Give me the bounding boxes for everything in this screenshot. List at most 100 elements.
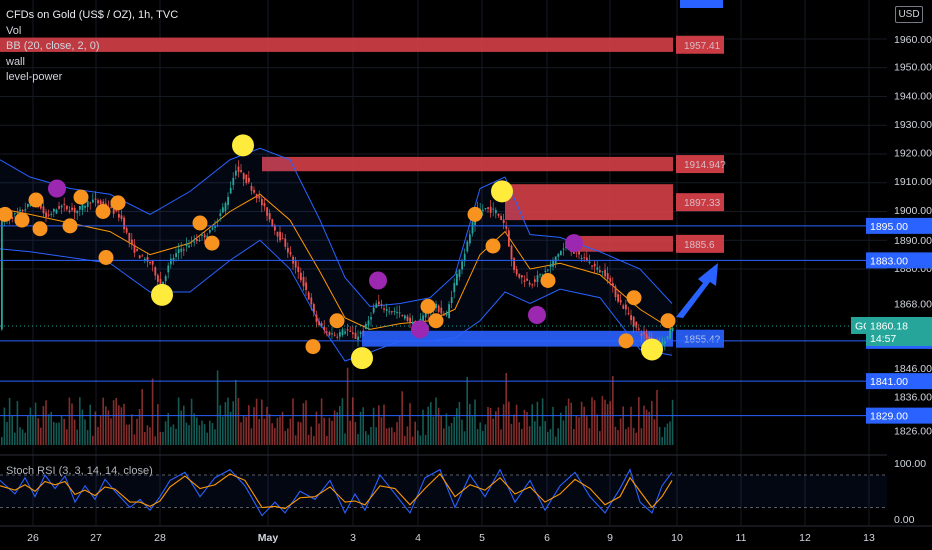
volume-bar bbox=[411, 436, 414, 445]
volume-bar bbox=[94, 411, 97, 445]
volume-bar bbox=[183, 405, 185, 445]
candle-body bbox=[362, 330, 365, 332]
candle-body bbox=[661, 339, 664, 346]
volume-bar bbox=[471, 416, 474, 445]
volume-bar bbox=[279, 416, 281, 445]
volume-bar bbox=[391, 427, 393, 445]
candle-body bbox=[513, 258, 515, 270]
candle-body bbox=[523, 280, 526, 282]
pivot-marker-orange bbox=[192, 215, 208, 231]
candle-body bbox=[632, 316, 635, 327]
candle-body bbox=[539, 274, 541, 276]
volume-bar bbox=[450, 423, 453, 445]
volume-bar bbox=[84, 419, 86, 445]
volume-bar bbox=[583, 406, 585, 445]
volume-bar bbox=[578, 417, 580, 445]
zone-label-box bbox=[676, 193, 724, 212]
volume-bar bbox=[547, 431, 549, 445]
candle-body bbox=[159, 279, 162, 286]
currency-badge[interactable]: USD bbox=[895, 6, 923, 23]
candle-body bbox=[547, 269, 549, 271]
volume-bar bbox=[50, 412, 52, 445]
volume-bar bbox=[284, 430, 286, 445]
candle-body bbox=[261, 198, 263, 206]
indicator-vol[interactable]: Vol bbox=[6, 24, 22, 37]
price-zones: 1957.41 1914.94? 1897.33 1885.6 1855.4? bbox=[0, 0, 726, 348]
candle-body bbox=[19, 209, 21, 212]
volume-bar bbox=[224, 402, 227, 445]
volume-bar bbox=[365, 431, 367, 445]
candle-body bbox=[354, 332, 357, 339]
candle-body bbox=[76, 210, 79, 214]
candle-body bbox=[79, 206, 81, 210]
volume-bar bbox=[362, 407, 364, 445]
candle-body bbox=[593, 263, 596, 267]
volume-bar bbox=[97, 427, 99, 445]
time-axis[interactable]: 26 27 28 May 3 4 5 6 9 10 11 12 13 bbox=[0, 525, 932, 544]
volume-bar bbox=[281, 411, 284, 445]
candle-body bbox=[645, 334, 648, 339]
volume-bar bbox=[541, 398, 544, 445]
candle-body bbox=[170, 258, 172, 265]
volume-bar bbox=[203, 424, 206, 445]
volume-bar bbox=[523, 409, 526, 445]
symbol-title[interactable]: CFDs on Gold (US$ / OZ), 1h, TVC bbox=[6, 9, 179, 21]
candle-body bbox=[619, 300, 622, 303]
candle-body bbox=[224, 202, 227, 212]
zone-rect bbox=[262, 156, 673, 172]
volume-bar bbox=[385, 428, 388, 445]
candle-body bbox=[419, 318, 422, 322]
volume-bar bbox=[458, 401, 461, 445]
stoch-tick-label: 100.00 bbox=[894, 458, 926, 470]
volume-bar bbox=[339, 406, 341, 445]
time-tick-label: 11 bbox=[736, 532, 747, 544]
candle-body bbox=[510, 245, 513, 260]
volume-bar bbox=[193, 413, 195, 445]
volume-bar bbox=[432, 416, 435, 445]
candle-body bbox=[528, 282, 531, 285]
indicator-bb[interactable]: BB (20, close, 2, 0) bbox=[6, 40, 100, 52]
volume-bar bbox=[448, 426, 450, 445]
candle-body bbox=[287, 247, 289, 253]
candle-body bbox=[214, 226, 216, 228]
price-tick-label: 1920.00 bbox=[894, 148, 932, 160]
volume-bar bbox=[318, 423, 320, 445]
candle-body bbox=[640, 333, 643, 336]
candle-body bbox=[115, 210, 118, 212]
pivot-marker-orange bbox=[485, 238, 501, 254]
candle-body bbox=[365, 323, 367, 330]
zone-rect bbox=[0, 37, 673, 52]
candle-body bbox=[172, 257, 175, 262]
volume-bar bbox=[518, 422, 520, 445]
volume-bar bbox=[110, 418, 112, 445]
bb-upper bbox=[0, 147, 673, 307]
candle-body bbox=[406, 316, 409, 321]
indicator-wall[interactable]: wall bbox=[6, 55, 25, 68]
indicator-level-power[interactable]: level-power bbox=[6, 71, 63, 83]
pivot-marker-yellow bbox=[232, 134, 254, 157]
volume-bar bbox=[612, 376, 614, 445]
volume-bar bbox=[580, 401, 583, 445]
candle-body bbox=[71, 207, 73, 211]
candle-body bbox=[175, 253, 177, 257]
price-tick-label: 1900.00 bbox=[894, 205, 932, 217]
volume-bar bbox=[307, 434, 310, 445]
candle-body bbox=[193, 241, 196, 243]
volume-bar bbox=[253, 407, 255, 445]
volume-bar bbox=[549, 428, 552, 445]
volume-bar bbox=[398, 415, 401, 445]
volume-bar bbox=[222, 416, 224, 445]
volume-bar bbox=[120, 407, 123, 445]
volume-bar bbox=[255, 398, 258, 445]
candle-body bbox=[240, 170, 242, 173]
time-tick-label: May bbox=[258, 532, 279, 544]
volume-bar bbox=[32, 415, 34, 445]
volume-bar bbox=[190, 398, 193, 445]
stoch-rsi-label[interactable]: Stoch RSI (3, 3, 14, 14, close) bbox=[6, 465, 153, 477]
volume-bar bbox=[560, 412, 562, 445]
candle-body bbox=[614, 286, 617, 298]
candle-body bbox=[97, 200, 99, 204]
volume-bar bbox=[653, 419, 656, 445]
candle-body bbox=[669, 329, 671, 339]
